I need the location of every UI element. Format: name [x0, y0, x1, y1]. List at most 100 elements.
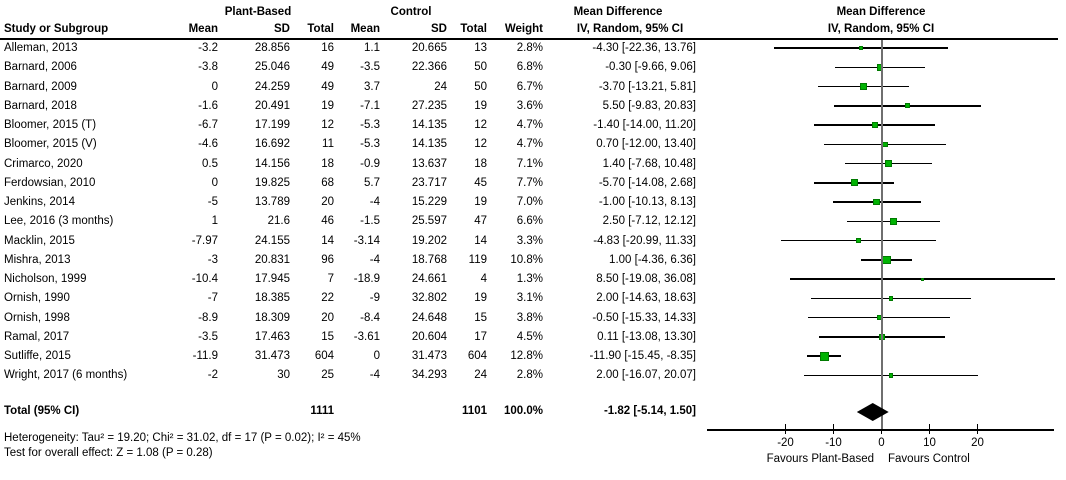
control-total-cell: 24 — [474, 369, 487, 381]
weight-cell: 10.8% — [510, 254, 543, 266]
control-total-cell: 604 — [467, 350, 487, 362]
effect-square — [873, 198, 880, 206]
pb-mean-cell: -7.97 — [191, 235, 218, 247]
control-mean-cell: 3.7 — [364, 81, 380, 93]
study-name-cell: Bloomer, 2015 (T) — [4, 119, 97, 131]
control-mean-header: Mean — [350, 23, 380, 35]
effect-square — [882, 141, 888, 147]
control-mean-cell: -4 — [369, 254, 380, 266]
pb-mean-cell: 0.5 — [202, 158, 218, 170]
control-total-cell: 47 — [474, 215, 487, 227]
heterogeneity-text: Heterogeneity: Tau² = 19.20; Chi² = 31.0… — [4, 432, 361, 444]
study-name-cell: Jenkins, 2014 — [4, 196, 75, 208]
control-total-cell: 4 — [480, 273, 487, 285]
study-name-cell: Lee, 2016 (3 months) — [4, 215, 114, 227]
control-mean-cell: -3.61 — [353, 331, 380, 343]
control-mean-cell: -3.14 — [353, 235, 380, 247]
control-sd-cell: 18.768 — [411, 254, 447, 266]
axis-tick-label: -10 — [825, 437, 842, 449]
ci-text-cell: 8.50 [-19.08, 36.08] — [596, 273, 696, 285]
effect-square — [860, 83, 867, 90]
ci-text-cell: 0.70 [-12.00, 13.40] — [596, 138, 696, 150]
ci-text-cell: 0.11 [-13.08, 13.30] — [597, 331, 696, 343]
study-name-cell: Bloomer, 2015 (V) — [4, 138, 97, 150]
effect-square — [905, 103, 911, 109]
control-sd-cell: 24.648 — [411, 312, 447, 324]
pb-total-cell: 20 — [321, 196, 334, 208]
axis-tick-label: 0 — [878, 437, 885, 449]
pb-sd-cell: 14.156 — [254, 158, 290, 170]
study-name-cell: Mishra, 2013 — [4, 254, 71, 266]
pb-total-cell: 49 — [321, 81, 334, 93]
control-sd-cell: 19.202 — [411, 235, 447, 247]
control-mean-cell: -4 — [369, 369, 380, 381]
pb-sd-cell: 18.385 — [254, 292, 290, 304]
pb-mean-cell: -5 — [207, 196, 218, 208]
total-control-n: 1101 — [462, 405, 487, 417]
effect-square — [888, 296, 894, 301]
control-sd-cell: 25.597 — [411, 215, 447, 227]
study-name-cell: Barnard, 2009 — [4, 81, 77, 93]
control-sd-cell: 31.473 — [411, 350, 447, 362]
study-name-cell: Ornish, 1998 — [4, 312, 70, 324]
ci-text-cell: 1.40 [-7.68, 10.48] — [602, 158, 696, 170]
control-total-cell: 19 — [474, 100, 487, 112]
control-total-cell: 50 — [474, 61, 487, 73]
group-header-plant-based: Plant-Based — [224, 6, 292, 18]
pb-total-cell: 14 — [321, 235, 334, 247]
favours-right-label: Favours Control — [888, 453, 970, 465]
control-total-cell: 15 — [474, 312, 487, 324]
total-pb-n: 1111 — [310, 405, 334, 417]
weight-cell: 3.1% — [516, 292, 543, 304]
control-total-cell: 12 — [474, 119, 487, 131]
control-total-cell: 12 — [474, 138, 487, 150]
control-sd-cell: 24 — [434, 81, 447, 93]
weight-cell: 12.8% — [510, 350, 543, 362]
control-mean-cell: -18.9 — [353, 273, 380, 285]
pb-sd-cell: 17.199 — [254, 119, 290, 131]
pb-mean-cell: -3 — [207, 254, 218, 266]
weight-cell: 3.8% — [516, 312, 543, 324]
weight-cell: 4.5% — [516, 331, 543, 343]
pb-sd-cell: 21.6 — [267, 215, 290, 227]
control-mean-cell: -7.1 — [360, 100, 380, 112]
effect-square — [850, 179, 858, 187]
effect-square — [819, 351, 829, 361]
effect-square — [872, 122, 878, 128]
control-sd-cell: 15.229 — [411, 196, 447, 208]
pb-mean-cell: -11.9 — [192, 350, 218, 362]
control-mean-cell: 0 — [373, 350, 380, 362]
x-axis — [707, 429, 1054, 431]
study-name-cell: Barnard, 2018 — [4, 100, 77, 112]
ci-text-cell: 2.50 [-7.12, 12.12] — [602, 215, 696, 227]
pb-sd-cell: 17.945 — [254, 273, 290, 285]
weight-cell: 2.8% — [516, 42, 543, 54]
ci-text-cell: -4.83 [-20.99, 11.33] — [593, 235, 696, 247]
md-plot-subtitle: IV, Random, 95% CI — [827, 23, 935, 35]
pb-sd-cell: 17.463 — [254, 331, 290, 343]
axis-tick-label: -20 — [777, 437, 794, 449]
pb-total-cell: 22 — [321, 292, 334, 304]
effect-square — [856, 238, 861, 243]
weight-cell: 7.1% — [516, 158, 543, 170]
pb-mean-cell: 0 — [211, 81, 218, 93]
total-ci-text: -1.82 [-5.14, 1.50] — [603, 405, 696, 417]
control-sd-cell: 22.366 — [411, 61, 447, 73]
effect-square — [876, 64, 884, 71]
ci-text-cell: -3.70 [-13.21, 5.81] — [598, 81, 696, 93]
zero-line — [880, 40, 883, 430]
pb-mean-cell: -2 — [207, 369, 218, 381]
pb-total-cell: 7 — [327, 273, 334, 285]
group-header-control: Control — [390, 6, 432, 18]
control-mean-cell: -0.9 — [360, 158, 380, 170]
control-mean-cell: -5.3 — [360, 119, 380, 131]
study-name-cell: Ferdowsian, 2010 — [4, 177, 96, 189]
weight-cell: 4.7% — [516, 119, 543, 131]
ci-text-cell: -11.90 [-15.45, -8.35] — [589, 350, 696, 362]
study-name-cell: Nicholson, 1999 — [4, 273, 87, 285]
ci-text-cell: 1.00 [-4.36, 6.36] — [609, 254, 696, 266]
control-total-cell: 13 — [474, 42, 487, 54]
effect-square — [920, 277, 924, 281]
ci-text-cell: 5.50 [-9.83, 20.83] — [602, 100, 696, 112]
